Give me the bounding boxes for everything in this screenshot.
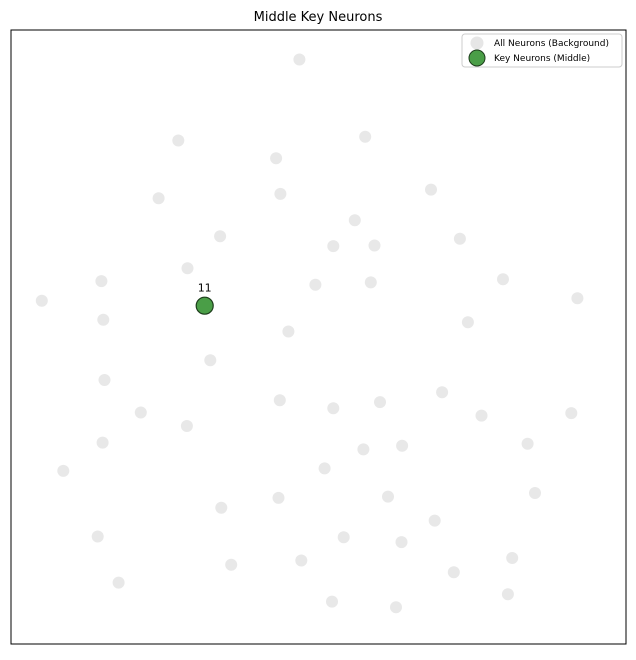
background-neuron-point xyxy=(337,531,350,544)
background-neuron-point xyxy=(95,275,108,288)
background-neuron-point xyxy=(274,187,287,200)
background-neuron-point xyxy=(181,262,194,275)
background-neuron-point xyxy=(396,439,409,452)
background-neuron-point xyxy=(374,396,386,409)
background-neuron-point xyxy=(382,490,394,503)
background-neuron-point xyxy=(453,232,466,245)
background-neuron-point xyxy=(134,406,147,419)
background-neuron-point xyxy=(390,601,402,614)
legend-swatch-key xyxy=(468,49,486,67)
background-neuron-point xyxy=(368,239,381,252)
background-neuron-point xyxy=(565,407,578,420)
background-neuron-point xyxy=(152,192,165,205)
chart-title: Middle Key Neurons xyxy=(254,10,383,25)
background-neuron-point xyxy=(172,134,185,147)
background-neuron-point xyxy=(98,374,111,386)
background-neuron-point xyxy=(529,487,541,499)
background-neuron-point xyxy=(348,214,361,227)
background-neuron-point xyxy=(395,536,408,549)
background-neuron-point xyxy=(364,276,377,289)
background-neuron-point xyxy=(425,183,437,196)
background-neuron-point xyxy=(497,273,509,286)
key-neuron-label: 11 xyxy=(198,282,212,295)
background-neuron-point xyxy=(461,316,474,329)
background-neuron-point xyxy=(447,566,460,579)
background-neuron-point xyxy=(327,240,340,253)
legend-label-key: Key Neurons (Middle) xyxy=(494,54,590,64)
background-neuron-point xyxy=(475,409,488,422)
background-neuron-point xyxy=(571,292,584,305)
background-neuron-point xyxy=(428,514,441,527)
background-neuron-point xyxy=(326,595,338,608)
key-neurons: 11 xyxy=(195,282,214,315)
plot-frame xyxy=(10,29,627,645)
background-neuron-point xyxy=(282,325,295,338)
legend: All Neurons (Background) Key Neurons (Mi… xyxy=(461,33,623,68)
background-neuron-point xyxy=(215,501,228,514)
background-neuron-point xyxy=(506,552,519,564)
background-neurons xyxy=(35,53,584,614)
background-neuron-point xyxy=(35,294,48,307)
background-neuron-point xyxy=(225,558,238,571)
background-neuron-point xyxy=(295,554,308,567)
background-neuron-point xyxy=(214,230,227,243)
background-neuron-point xyxy=(293,53,306,66)
legend-label-background: All Neurons (Background) xyxy=(494,39,609,49)
background-neuron-point xyxy=(318,462,331,475)
background-neuron-point xyxy=(96,436,109,449)
background-neuron-point xyxy=(204,354,217,367)
background-neuron-point xyxy=(270,152,283,165)
key-neuron-point xyxy=(195,296,214,315)
background-neuron-point xyxy=(359,130,372,143)
background-neuron-point xyxy=(97,313,110,326)
background-neuron-point xyxy=(501,588,514,601)
background-neuron-point xyxy=(521,437,534,450)
background-neuron-point xyxy=(309,278,322,291)
background-neuron-point xyxy=(112,576,125,589)
background-neuron-point xyxy=(272,491,285,504)
background-neuron-point xyxy=(357,443,370,456)
background-neuron-point xyxy=(180,420,193,432)
background-neuron-point xyxy=(327,402,340,415)
background-neuron-point xyxy=(436,386,449,399)
background-neuron-point xyxy=(57,464,70,477)
background-neuron-point xyxy=(273,394,286,407)
legend-box xyxy=(461,33,623,68)
legend-swatch-background xyxy=(470,36,484,50)
background-neuron-point xyxy=(91,530,104,543)
